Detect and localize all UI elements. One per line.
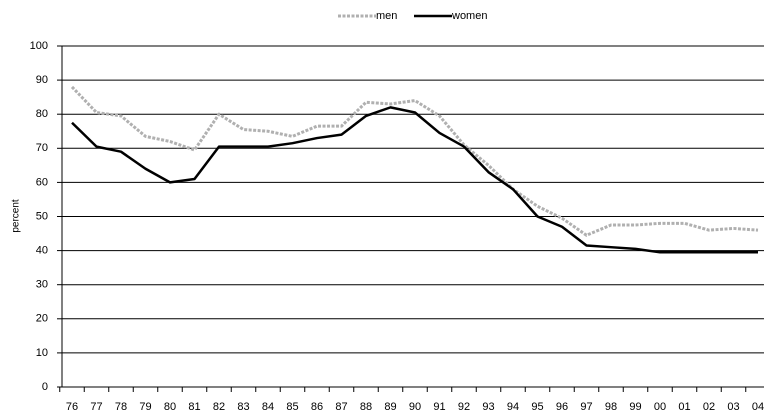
x-tick-label: 99 xyxy=(629,401,641,413)
x-tick-label: 88 xyxy=(360,401,372,413)
series-line xyxy=(71,106,758,254)
x-tick-label: 90 xyxy=(409,401,421,413)
y-tick-label: 30 xyxy=(36,279,48,291)
y-tick-label: 100 xyxy=(30,40,48,52)
y-tick-label: 50 xyxy=(36,210,48,222)
x-tick-label: 02 xyxy=(703,401,715,413)
x-tick-label: 92 xyxy=(458,401,470,413)
x-tick-label: 94 xyxy=(507,401,519,413)
series-line xyxy=(70,85,759,237)
x-tick-label: 00 xyxy=(654,401,666,413)
y-tick-label: 0 xyxy=(42,381,48,393)
x-tick-label: 80 xyxy=(164,401,176,413)
x-tick-label: 83 xyxy=(237,401,249,413)
y-tick-label: 40 xyxy=(36,245,48,257)
y-tick-label: 60 xyxy=(36,176,48,188)
x-tick-label: 82 xyxy=(213,401,225,413)
x-tick-label: 78 xyxy=(115,401,127,413)
x-tick-label: 77 xyxy=(90,401,102,413)
x-tick-label: 79 xyxy=(139,401,151,413)
x-tick-label: 81 xyxy=(188,401,200,413)
y-tick-label: 90 xyxy=(36,74,48,86)
legend-label: women xyxy=(451,10,487,22)
x-tick-label: 76 xyxy=(66,401,78,413)
x-tick-label: 95 xyxy=(531,401,543,413)
x-tick-label: 87 xyxy=(335,401,347,413)
x-tick-label: 01 xyxy=(678,401,690,413)
y-tick-label: 70 xyxy=(36,142,48,154)
x-tick-label: 89 xyxy=(384,401,396,413)
x-tick-label: 96 xyxy=(556,401,568,413)
x-tick-label: 86 xyxy=(311,401,323,413)
x-tick-label: 93 xyxy=(482,401,494,413)
y-tick-label: 10 xyxy=(36,347,48,359)
y-tick-label: 80 xyxy=(36,108,48,120)
x-tick-label: 03 xyxy=(727,401,739,413)
x-tick-label: 04 xyxy=(752,401,764,413)
y-axis-label: percent xyxy=(11,199,22,233)
x-tick-label: 97 xyxy=(580,401,592,413)
y-tick-label: 20 xyxy=(36,313,48,325)
x-tick-label: 98 xyxy=(605,401,617,413)
legend-label: men xyxy=(376,10,397,22)
x-tick-label: 91 xyxy=(433,401,445,413)
x-tick-label: 84 xyxy=(262,401,274,413)
x-tick-label: 85 xyxy=(286,401,298,413)
